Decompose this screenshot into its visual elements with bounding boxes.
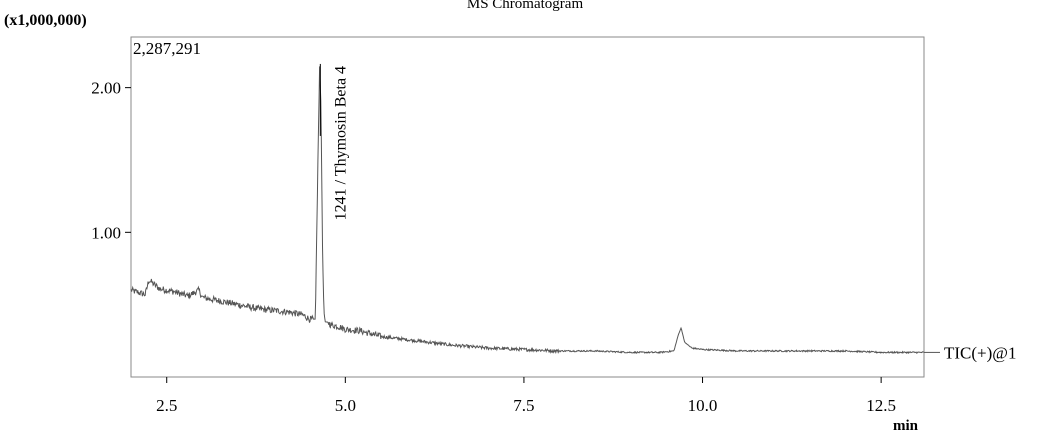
y-tick-label: 2.00 xyxy=(91,79,121,98)
x-tick-label: 12.5 xyxy=(866,396,896,415)
series-label: TIC(+)@1 xyxy=(944,343,1016,362)
max-intensity-label: 2,287,291 xyxy=(133,39,201,58)
x-axis: 2.5 5.0 7.5 10.0 12.5 xyxy=(156,377,896,415)
x-tick-label: 5.0 xyxy=(335,396,356,415)
plot-frame xyxy=(130,36,925,378)
x-axis-label: min xyxy=(893,418,919,434)
y-axis: 1.00 2.00 xyxy=(91,79,131,242)
x-tick-label: 2.5 xyxy=(156,396,177,415)
peak-annotation: 1241 / Thymosin Beta 4 xyxy=(332,66,349,220)
y-multiplier-label: (x1,000,000) xyxy=(4,12,87,29)
chart-title: MS Chromatogram xyxy=(467,0,584,12)
tic-series-line xyxy=(130,66,924,355)
x-tick-label: 7.5 xyxy=(513,396,534,415)
y-tick-label: 1.00 xyxy=(91,223,121,242)
x-tick-label: 10.0 xyxy=(688,396,718,415)
